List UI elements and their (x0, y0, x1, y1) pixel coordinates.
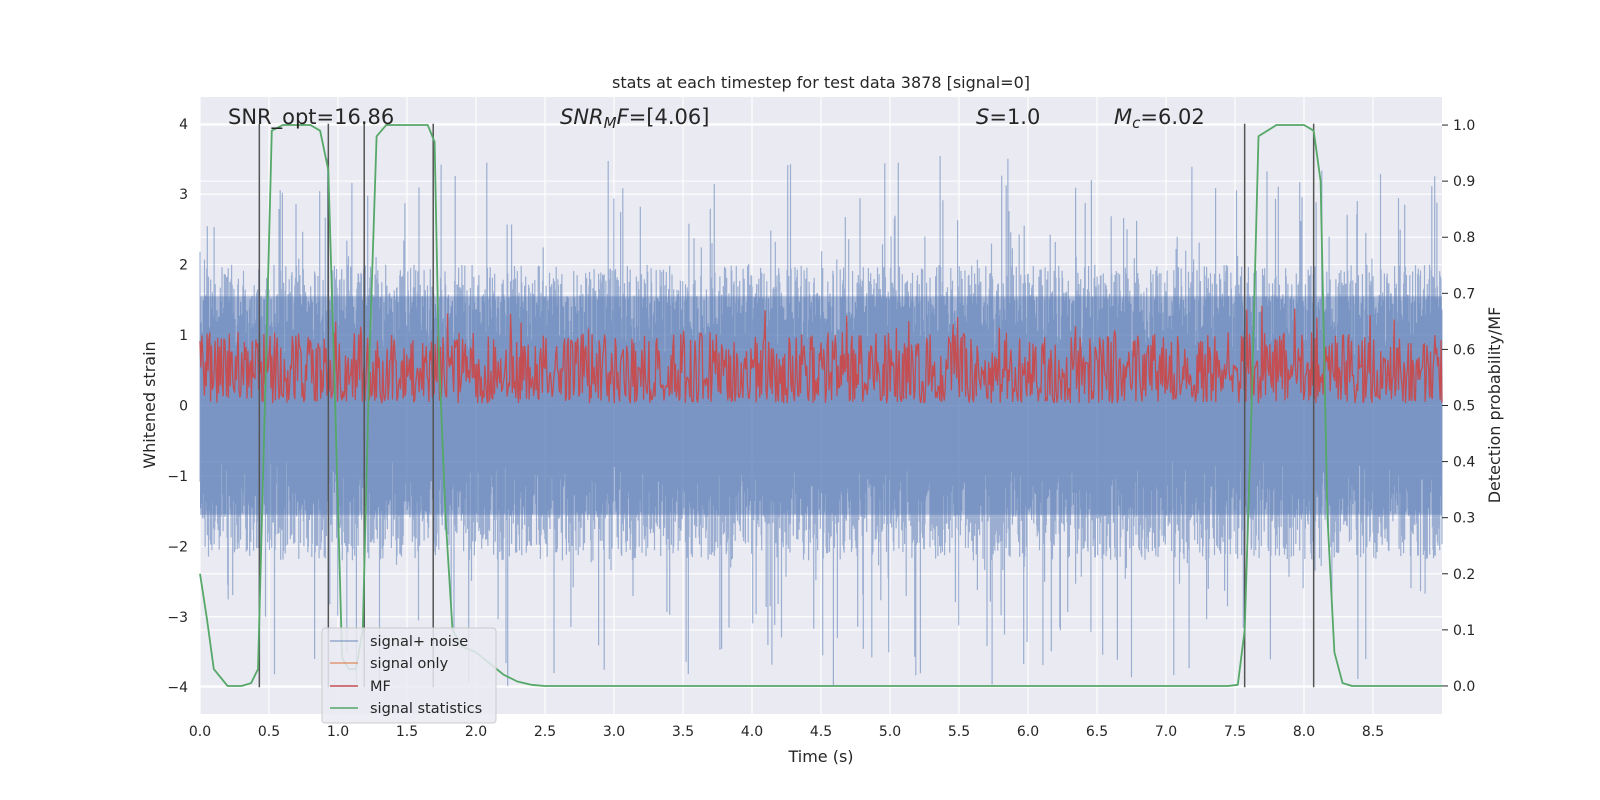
annotation-snr-mf: SNRMF=[4.06] (560, 105, 709, 132)
y-axis-label: Whitened strain (140, 341, 159, 468)
y2-ticks: 0.0 0.1 0.2 0.3 0.4 0.5 0.6 0.7 0.8 0.9 1.0 (1442, 118, 1475, 695)
x-tick-label: 1.5 (396, 724, 418, 740)
y-tick-label: 4 (179, 117, 188, 133)
mf-series (199, 305, 1443, 404)
y-tick-label: 3 (179, 187, 188, 203)
chart-title: stats at each timestep for test data 387… (612, 73, 1030, 92)
x-ticks: 0.0 0.5 1.0 1.5 2.0 2.5 3.0 3.5 4.0 4.5 5.0 5.5 6.0 6… (189, 724, 1384, 740)
x-tick-label: 1.0 (327, 724, 349, 740)
x-tick-label: 3.5 (672, 724, 694, 740)
signal-noise-band (200, 296, 1442, 515)
annotations: SNR_opt=16.86 SNRMF=[4.06] S=1.0 Mc=6.02 (228, 105, 1205, 132)
y2-tick-label: 0.5 (1453, 399, 1475, 415)
y-tick-label: −3 (167, 610, 188, 626)
legend-label-signal-noise: signal+ noise (370, 634, 468, 650)
annotation-s: S=1.0 (976, 105, 1040, 129)
x-tick-label: 2.5 (534, 724, 556, 740)
y-tick-label: 1 (179, 328, 188, 344)
y2-axis-label: Detection probability/MF (1485, 307, 1504, 504)
x-tick-label: 6.0 (1017, 724, 1039, 740)
y-tick-label: −1 (167, 469, 188, 485)
y2-tick-label: 0.9 (1453, 174, 1475, 190)
x-tick-label: 5.5 (948, 724, 970, 740)
y-tick-label: −2 (167, 539, 188, 555)
y2-tick-label: 0.8 (1453, 230, 1475, 246)
y-tick-label: 0 (179, 399, 188, 415)
y2-tick-label: 1.0 (1453, 118, 1475, 134)
legend-label-signal-only: signal only (370, 656, 449, 672)
x-tick-label: 8.5 (1362, 724, 1384, 740)
y2-tick-label: 0.7 (1453, 286, 1475, 302)
x-tick-label: 2.0 (465, 724, 487, 740)
x-tick-label: 3.0 (603, 724, 625, 740)
y-tick-label: −4 (167, 680, 188, 696)
x-tick-label: 7.5 (1224, 724, 1246, 740)
legend-label-signal-statistics: signal statistics (370, 701, 482, 717)
y2-tick-label: 0.0 (1453, 679, 1475, 695)
y-tick-label: 2 (179, 258, 188, 274)
mf-line (199, 305, 1443, 404)
x-tick-label: 0.5 (258, 724, 280, 740)
legend-box (321, 627, 497, 724)
y2-tick-label: 0.3 (1453, 511, 1475, 527)
annotation-snr-opt: SNR_opt=16.86 (228, 105, 394, 130)
y2-tick-label: 0.2 (1453, 567, 1475, 583)
y2-tick-label: 0.6 (1453, 342, 1475, 358)
x-tick-label: 8.0 (1293, 724, 1315, 740)
x-tick-label: 7.0 (1155, 724, 1177, 740)
annotation-mc: Mc=6.02 (1114, 105, 1205, 132)
y2-tick-label: 0.4 (1453, 455, 1475, 471)
y2-tick-label: 0.1 (1453, 623, 1475, 639)
x-tick-label: 4.0 (741, 724, 763, 740)
legend-label-mf: MF (370, 679, 391, 695)
x-tick-label: 4.5 (810, 724, 832, 740)
x-tick-label: 5.0 (879, 724, 901, 740)
legend: signal+ noise signal only MF signal stat… (321, 627, 497, 724)
x-tick-label: 0.0 (189, 724, 211, 740)
signal-noise-series (199, 156, 1443, 687)
y-ticks: −4 −3 −2 −1 0 1 2 3 4 (167, 117, 188, 696)
x-tick-label: 6.5 (1086, 724, 1108, 740)
x-axis-label: Time (s) (787, 747, 853, 766)
